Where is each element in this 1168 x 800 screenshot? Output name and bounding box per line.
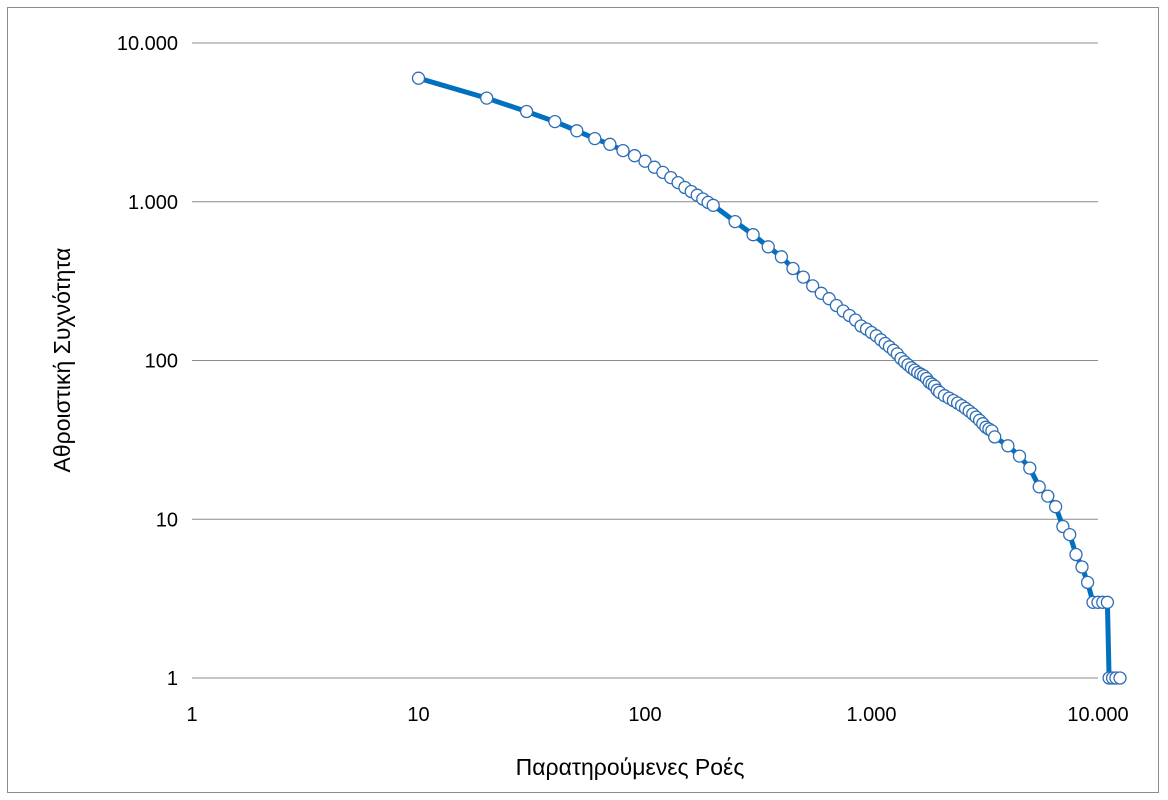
data-point	[706, 198, 720, 212]
data-point	[806, 279, 820, 293]
data-point	[796, 270, 810, 284]
series-markers	[411, 71, 1127, 685]
chart-frame	[7, 7, 1159, 793]
data-point	[1069, 547, 1083, 562]
data-point	[638, 154, 652, 168]
y-tick-label: 10	[156, 509, 178, 531]
data-point	[1075, 560, 1089, 574]
data-point	[570, 124, 584, 138]
data-point	[728, 214, 742, 229]
y-tick-label: 10.000	[117, 33, 178, 55]
data-point	[774, 250, 789, 264]
data-point	[480, 91, 494, 105]
data-point	[1032, 480, 1046, 494]
data-point	[411, 71, 426, 85]
data-point	[627, 149, 642, 163]
y-tick-label: 1.000	[128, 192, 178, 214]
data-point	[1100, 595, 1115, 609]
data-point	[786, 261, 800, 276]
data-point	[1063, 527, 1077, 542]
data-point	[1048, 500, 1063, 514]
data-point	[1041, 489, 1055, 503]
x-tick-label: 1.000	[846, 704, 896, 726]
x-tick-label: 10.000	[1067, 704, 1128, 726]
series-line	[417, 75, 1120, 681]
data-point	[1113, 671, 1127, 685]
data-point	[761, 240, 775, 254]
x-axis-title: Παρατηρούμενες Ροές	[516, 754, 745, 780]
y-tick-labels: 1 10 100 1.000 10.000	[117, 33, 178, 690]
data-point	[1023, 461, 1037, 475]
data-point	[1012, 449, 1027, 463]
y-tick-label: 1	[167, 668, 178, 690]
gridlines	[192, 42, 1098, 679]
x-tick-label: 1	[186, 704, 197, 726]
y-axis-title: Αθροιστική Συχνότητα	[49, 248, 75, 473]
data-point	[1080, 575, 1095, 590]
data-point	[519, 104, 534, 119]
data-point	[616, 143, 630, 158]
x-tick-labels: 1 10 100 1.000 10.000	[186, 704, 1128, 726]
data-point	[988, 430, 1002, 444]
data-point	[1001, 439, 1015, 453]
data-point	[603, 137, 617, 151]
y-tick-label: 100	[145, 351, 178, 373]
data-point	[588, 131, 602, 146]
data-point	[548, 114, 562, 129]
x-tick-label: 10	[407, 704, 429, 726]
data-point	[746, 228, 760, 242]
x-tick-label: 100	[628, 704, 661, 726]
